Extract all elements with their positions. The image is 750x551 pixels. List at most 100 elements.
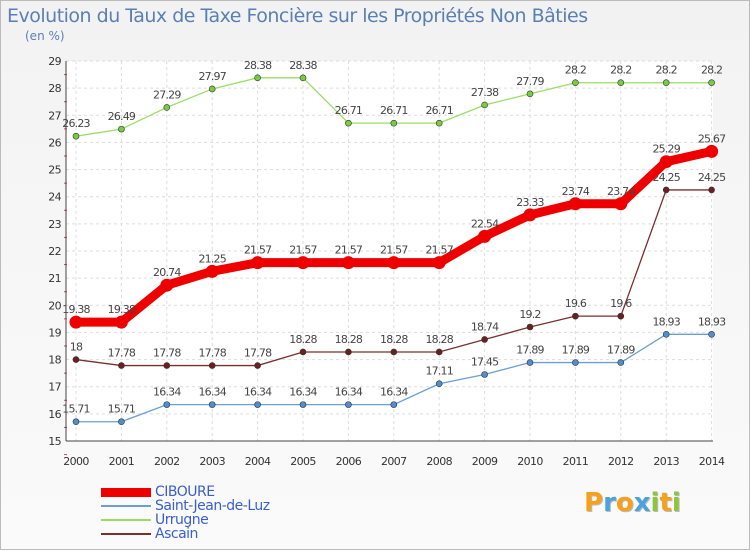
data-label-saint-jean-de-luz: 17.45 xyxy=(471,356,499,369)
y-tick-label: 18 xyxy=(48,354,61,367)
x-tick-label: 2003 xyxy=(199,455,225,468)
data-label-saint-jean-de-luz: 16.34 xyxy=(198,386,226,399)
y-tick-label: 20 xyxy=(48,299,61,312)
data-label-saint-jean-de-luz: 15.71 xyxy=(62,403,90,416)
data-point-ascain xyxy=(617,312,625,320)
legend-label: CIBOURE xyxy=(155,484,215,500)
data-label-ciboure: 19.38 xyxy=(108,303,136,316)
data-point-saint-jean-de-luz xyxy=(208,401,216,408)
data-label-ciboure: 23.33 xyxy=(516,196,544,209)
data-label-ciboure: 21.57 xyxy=(335,244,363,257)
y-tick-label: 17 xyxy=(48,381,61,394)
data-point-urrugne xyxy=(163,104,171,111)
x-tick-label: 2012 xyxy=(608,455,634,468)
data-label-ciboure: 23.74 xyxy=(562,185,590,198)
data-label-urrugne: 27.97 xyxy=(198,70,226,83)
legend-label: Saint-Jean-de-Luz xyxy=(155,498,270,514)
data-point-saint-jean-de-luz xyxy=(435,380,443,388)
data-label-saint-jean-de-luz: 17.89 xyxy=(562,344,590,357)
data-label-ciboure: 23.74 xyxy=(607,185,635,198)
data-label-ascain: 18.28 xyxy=(335,333,363,346)
data-label-saint-jean-de-luz: 18.93 xyxy=(652,315,680,328)
data-point-saint-jean-de-luz xyxy=(299,401,307,408)
y-tick-label: 21 xyxy=(48,272,61,285)
data-label-saint-jean-de-luz: 16.34 xyxy=(335,386,363,399)
data-point-ascain xyxy=(208,362,216,369)
y-tick-label: 16 xyxy=(48,408,61,421)
x-tick-label: 2011 xyxy=(563,455,589,468)
data-label-saint-jean-de-luz: 16.34 xyxy=(380,386,408,399)
logo-letter: x xyxy=(633,488,651,518)
data-point-ciboure xyxy=(341,256,355,270)
logo-letter: P xyxy=(584,488,604,518)
data-label-saint-jean-de-luz: 17.89 xyxy=(607,344,635,357)
data-label-ascain: 17.78 xyxy=(153,347,181,360)
data-point-ascain xyxy=(481,336,488,343)
data-label-ascain: 18.28 xyxy=(289,333,317,346)
y-tick-label: 29 xyxy=(48,55,61,68)
data-point-urrugne xyxy=(708,79,715,87)
data-point-ascain xyxy=(526,323,534,331)
data-label-ciboure: 20.74 xyxy=(153,266,181,279)
data-label-ascain: 24.25 xyxy=(652,171,680,184)
data-label-ciboure: 21.57 xyxy=(425,244,453,257)
y-tick-label: 26 xyxy=(48,136,61,149)
data-label-ciboure: 21.57 xyxy=(244,244,272,257)
data-point-ascain xyxy=(662,186,670,194)
logo-letter: r xyxy=(603,488,616,518)
data-point-urrugne xyxy=(572,79,579,87)
data-point-urrugne xyxy=(254,74,261,82)
x-tick-label: 2008 xyxy=(426,455,452,468)
data-label-ciboure: 22.54 xyxy=(471,217,499,230)
y-tick-label: 19 xyxy=(48,326,61,339)
data-point-ciboure xyxy=(614,197,628,211)
data-label-urrugne: 26.71 xyxy=(335,104,363,117)
chart-title: Evolution du Taux de Taxe Foncière sur l… xyxy=(7,5,588,27)
x-tick-label: 2005 xyxy=(290,455,316,468)
data-label-ciboure: 19.38 xyxy=(62,303,90,316)
data-label-ascain: 19.6 xyxy=(565,297,587,310)
x-tick-label: 2006 xyxy=(336,455,362,468)
data-point-ascain xyxy=(345,348,352,356)
legend-item-ascain: Ascain xyxy=(101,527,270,541)
data-point-ascain xyxy=(299,348,307,356)
data-label-ascain: 18 xyxy=(70,341,83,354)
legend-label: Urrugne xyxy=(155,512,209,528)
data-label-urrugne: 28.38 xyxy=(244,59,272,72)
data-label-ciboure: 21.25 xyxy=(198,252,226,265)
y-tick-label: 25 xyxy=(48,164,61,177)
data-label-ascain: 18.28 xyxy=(425,333,453,346)
data-point-urrugne xyxy=(526,90,534,98)
data-label-urrugne: 28.2 xyxy=(565,64,586,77)
data-label-saint-jean-de-luz: 16.34 xyxy=(153,386,181,399)
legend-item-saint-jean-de-luz: Saint-Jean-de-Luz xyxy=(101,499,270,513)
data-point-ascain xyxy=(572,312,579,320)
x-tick-label: 2001 xyxy=(109,455,135,468)
data-label-urrugne: 27.38 xyxy=(471,86,499,99)
data-label-ciboure: 25.67 xyxy=(698,132,726,145)
data-point-saint-jean-de-luz xyxy=(163,401,171,408)
x-tick-label: 2010 xyxy=(517,455,543,468)
data-point-ciboure xyxy=(69,315,83,329)
data-label-ascain: 17.78 xyxy=(108,347,136,360)
data-label-urrugne: 26.23 xyxy=(62,117,90,130)
legend-label: Ascain xyxy=(155,526,198,542)
data-label-ascain: 18.28 xyxy=(380,333,408,346)
data-point-urrugne xyxy=(617,79,625,87)
logo-letter: i xyxy=(671,488,681,518)
plot-area xyxy=(66,61,713,441)
data-label-saint-jean-de-luz: 17.89 xyxy=(516,344,544,357)
data-point-saint-jean-de-luz xyxy=(72,418,80,426)
legend-item-urrugne: Urrugne xyxy=(101,513,270,527)
data-point-ascain xyxy=(254,362,261,369)
data-point-ascain xyxy=(390,348,398,356)
x-tick-label: 2000 xyxy=(63,455,89,468)
data-point-ciboure xyxy=(659,155,673,169)
chart-unit: (en %) xyxy=(25,29,65,43)
data-label-urrugne: 28.2 xyxy=(656,64,677,77)
data-point-saint-jean-de-luz xyxy=(254,401,261,408)
legend-item-ciboure: CIBOURE xyxy=(101,485,270,499)
x-tick-label: 2013 xyxy=(653,455,679,468)
data-point-ciboure xyxy=(432,256,446,270)
